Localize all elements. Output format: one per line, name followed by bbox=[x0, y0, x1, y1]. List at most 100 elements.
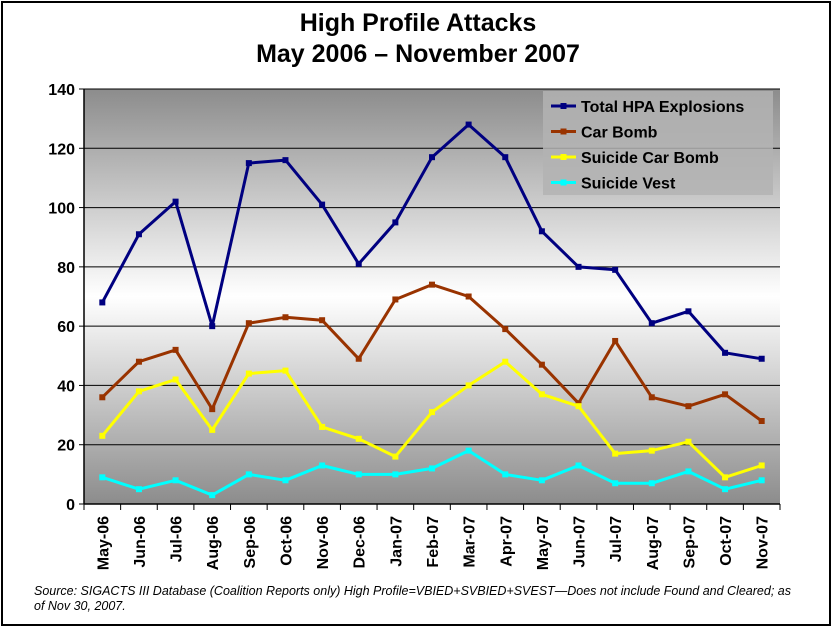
data-point bbox=[209, 406, 216, 413]
data-point bbox=[758, 462, 765, 469]
data-point bbox=[429, 409, 435, 416]
data-point bbox=[538, 477, 545, 484]
y-tick-label: 100 bbox=[48, 201, 75, 218]
legend-marker bbox=[560, 179, 567, 186]
data-point bbox=[135, 486, 142, 493]
data-point bbox=[429, 154, 435, 161]
data-point bbox=[722, 486, 729, 493]
x-tick-label: Aug-07 bbox=[645, 516, 662, 570]
chart-title: High Profile Attacks bbox=[299, 9, 537, 37]
data-point bbox=[209, 492, 216, 499]
legend-label: Total HPA Explosions bbox=[581, 99, 744, 116]
y-tick-label: 80 bbox=[57, 260, 75, 277]
data-point bbox=[575, 462, 582, 469]
y-tick-label: 0 bbox=[66, 497, 75, 514]
data-point bbox=[392, 219, 399, 226]
data-point bbox=[319, 423, 326, 430]
data-point bbox=[502, 326, 509, 333]
data-point bbox=[245, 471, 252, 478]
data-point bbox=[392, 296, 399, 303]
data-point bbox=[612, 480, 619, 487]
x-tick-label: Jan-07 bbox=[388, 516, 405, 567]
data-point bbox=[172, 198, 179, 205]
data-point bbox=[99, 394, 106, 401]
x-tick-label: Oct-06 bbox=[278, 516, 295, 566]
data-point bbox=[648, 447, 655, 454]
series-lines bbox=[99, 121, 765, 499]
data-point bbox=[429, 281, 435, 288]
x-tick-label: Nov-06 bbox=[315, 516, 332, 569]
x-tick-label: Oct-07 bbox=[718, 516, 735, 566]
data-point bbox=[465, 121, 472, 128]
data-point bbox=[722, 474, 729, 481]
data-point bbox=[135, 358, 142, 365]
legend: Total HPA Explosions Car Bomb Suicide Car … bbox=[543, 91, 773, 195]
x-tick-label: Jun-06 bbox=[132, 516, 149, 568]
data-point bbox=[245, 160, 252, 167]
data-point bbox=[575, 263, 582, 270]
data-point bbox=[282, 367, 289, 374]
x-tick-label: Jul-07 bbox=[608, 516, 625, 562]
data-point bbox=[209, 426, 216, 433]
legend-marker bbox=[560, 154, 567, 160]
data-point bbox=[245, 320, 252, 327]
x-tick-label: Feb-07 bbox=[425, 516, 442, 568]
data-point bbox=[172, 376, 179, 383]
data-point bbox=[502, 471, 509, 478]
x-tick-label: Sep-07 bbox=[681, 516, 698, 569]
y-tick-label: 60 bbox=[57, 319, 75, 336]
data-point bbox=[465, 447, 472, 454]
data-point bbox=[685, 308, 692, 315]
y-tick-label: 20 bbox=[57, 438, 75, 455]
data-point bbox=[245, 370, 252, 377]
x-tick-label: Mar-07 bbox=[462, 516, 479, 568]
data-point bbox=[758, 418, 765, 424]
data-point bbox=[758, 355, 765, 362]
data-point bbox=[612, 266, 619, 273]
data-point bbox=[355, 471, 362, 478]
data-point bbox=[538, 228, 545, 235]
chart-subtitle: May 2006 – November 2007 bbox=[256, 40, 580, 68]
data-point bbox=[282, 314, 289, 321]
data-point bbox=[355, 260, 362, 267]
data-point bbox=[319, 317, 326, 324]
legend-label: Suicide Vest bbox=[581, 176, 676, 193]
x-tick-label: Aug-06 bbox=[205, 516, 222, 570]
data-point bbox=[722, 391, 729, 398]
data-point bbox=[465, 382, 472, 389]
data-point bbox=[502, 154, 509, 161]
data-point bbox=[648, 394, 655, 401]
legend-box bbox=[543, 91, 773, 195]
data-point bbox=[575, 403, 582, 410]
y-tick-label: 140 bbox=[48, 82, 75, 99]
data-point bbox=[612, 450, 619, 457]
data-point bbox=[648, 480, 655, 487]
gridlines bbox=[84, 88, 780, 446]
data-point bbox=[392, 471, 399, 478]
x-tick-label: Apr-07 bbox=[498, 516, 515, 567]
data-point bbox=[209, 323, 216, 330]
data-point bbox=[99, 432, 106, 439]
legend-label: Suicide Car Bomb bbox=[581, 150, 719, 167]
data-point bbox=[685, 438, 692, 445]
x-tick-label: Sep-06 bbox=[242, 516, 259, 569]
data-point bbox=[758, 477, 765, 484]
x-tick-label: May-07 bbox=[535, 516, 552, 570]
data-point bbox=[612, 337, 619, 344]
x-tick-label: Jun-07 bbox=[572, 516, 589, 568]
chart-title-block: High Profile Attacks May 2006 – November… bbox=[0, 8, 836, 70]
y-tick-label: 120 bbox=[48, 141, 75, 158]
x-tick-label: May-06 bbox=[95, 516, 112, 570]
y-tick-label: 40 bbox=[57, 378, 75, 395]
legend-marker bbox=[560, 128, 567, 135]
data-point bbox=[392, 453, 399, 460]
data-point bbox=[685, 468, 692, 475]
data-point bbox=[319, 201, 326, 208]
legend-marker bbox=[560, 103, 567, 109]
source-note: Source: SIGACTS III Database (Coalition … bbox=[34, 584, 791, 613]
data-point bbox=[502, 358, 509, 365]
data-point bbox=[99, 474, 106, 481]
axes: 0 20 40 60 80 100 120 140 May-06 Jun-06 Jul-06 Aug-… bbox=[48, 82, 781, 570]
data-point bbox=[355, 435, 362, 442]
